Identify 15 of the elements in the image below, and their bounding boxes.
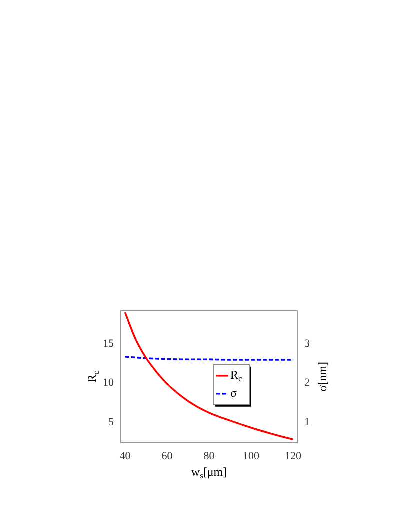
y-tick-label: 5 <box>108 416 114 428</box>
x-tick-label: 40 <box>120 450 132 462</box>
y2-axis-title: σ[nm] <box>316 362 330 392</box>
y2-tick-label: 3 <box>304 338 310 350</box>
x-tick-label: 60 <box>162 450 174 462</box>
x-tick-label: 100 <box>243 450 260 462</box>
y-tick-label: 10 <box>103 377 114 390</box>
y-axis-title: Rc <box>85 370 101 383</box>
line-series <box>124 312 294 441</box>
x-tick-label: 120 <box>285 450 302 462</box>
y-tick-label: 15 <box>103 338 114 350</box>
y2-tick-label: 1 <box>304 416 310 428</box>
x-tick-label: 80 <box>204 450 216 462</box>
legend-label: σ <box>230 386 238 400</box>
y2-tick-label: 2 <box>304 377 310 390</box>
